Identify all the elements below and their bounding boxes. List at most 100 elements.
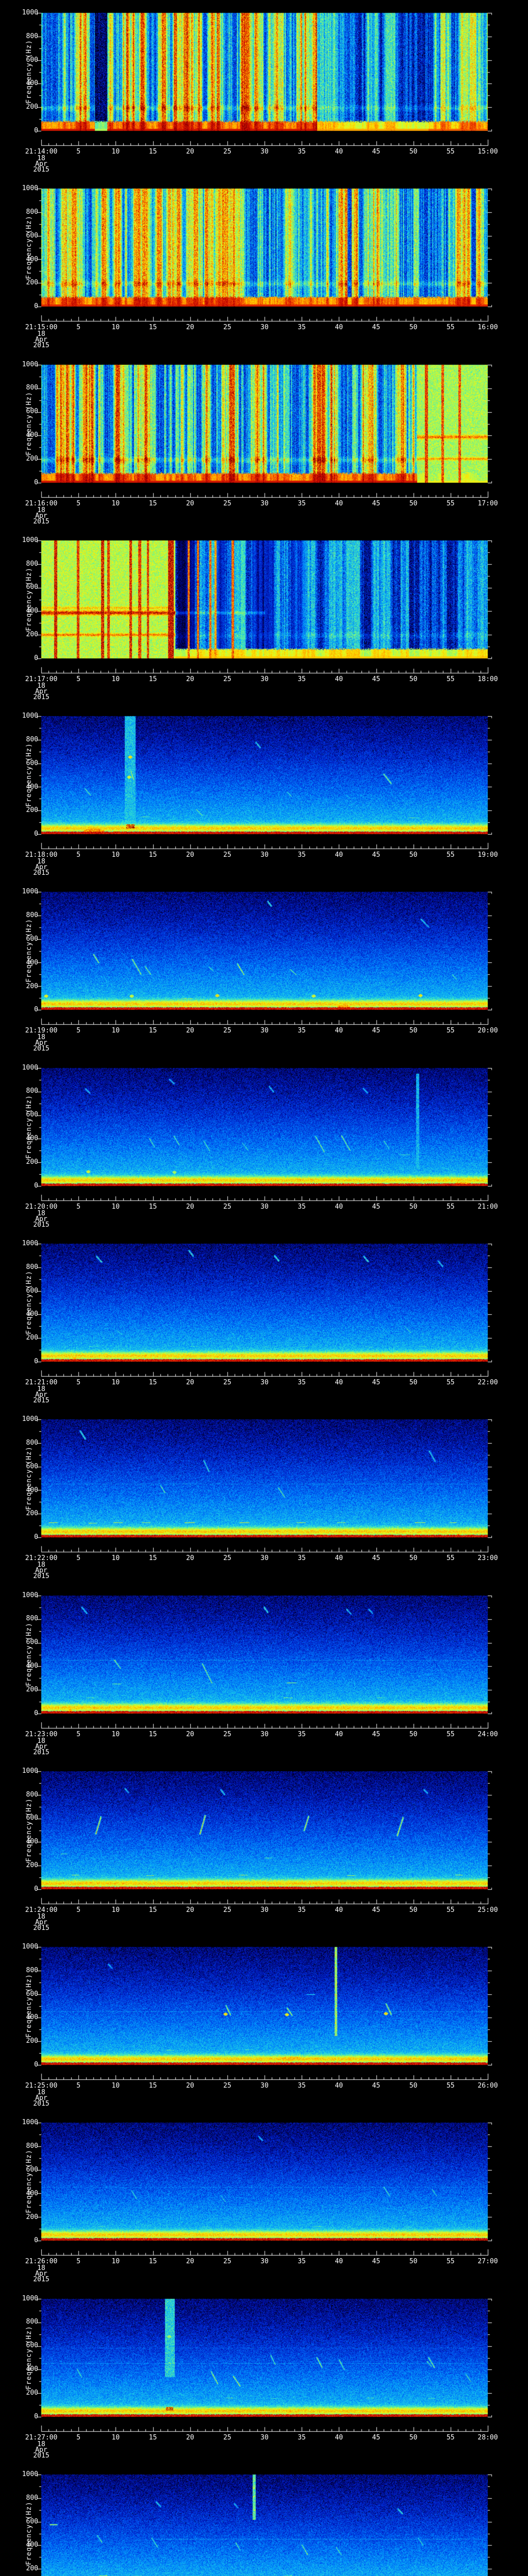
y-axis-title: Frequency (Hz) <box>25 567 33 631</box>
x-axis-end-time: 24:00 <box>477 1730 498 1738</box>
x-tick-label: 35 <box>298 675 306 683</box>
spectrogram-image <box>0 1055 528 1231</box>
x-tick-label: 10 <box>111 1906 120 1914</box>
x-tick-label: 35 <box>298 1554 306 1563</box>
date-year: 2015 <box>33 693 50 701</box>
x-tick-label: 25 <box>223 1027 232 1035</box>
x-tick-label: 25 <box>223 2082 232 2090</box>
date-day: 18 <box>37 155 45 162</box>
date-month: Apr <box>35 160 47 168</box>
x-tick-label: 15 <box>148 148 157 156</box>
spectrogram-panel: Frequency (Hz) 1000 800 600 400 200 0 5 … <box>0 1055 528 1231</box>
y-tick-label-400: 400 <box>26 2365 38 2374</box>
x-tick-label: 20 <box>186 675 194 683</box>
y-tick-label-800: 800 <box>26 735 38 743</box>
x-axis-start-time: 21:20:00 <box>25 1202 58 1211</box>
y-tick-label-1000: 1000 <box>22 360 38 368</box>
spectrogram-image <box>0 1230 528 1407</box>
spectrogram-panel: Frequency (Hz) 1000 800 600 400 200 0 5 … <box>0 527 528 704</box>
date-month: Apr <box>35 512 47 520</box>
y-tick-label-1000: 1000 <box>22 2294 38 2302</box>
y-axis-title: Frequency (Hz) <box>25 1622 33 1686</box>
y-tick-label-0: 0 <box>34 478 38 486</box>
x-axis-start-time: 21:14:00 <box>25 148 58 156</box>
y-tick-label-600: 600 <box>26 1462 38 1470</box>
y-tick-label-400: 400 <box>26 783 38 791</box>
x-tick-label: 25 <box>223 1378 232 1386</box>
date-day: 18 <box>37 2089 45 2097</box>
x-tick-label: 40 <box>335 1202 343 1211</box>
y-tick-label-0: 0 <box>34 2236 38 2245</box>
x-axis-end-time: 19:00 <box>477 851 498 859</box>
y-tick-label-400: 400 <box>26 1486 38 1494</box>
spectrogram-image <box>0 176 528 352</box>
x-tick-label: 20 <box>186 1202 194 1211</box>
spectrogram-panel: Frequency (Hz) 1000 800 600 400 200 0 5 … <box>0 176 528 352</box>
x-tick-label: 55 <box>446 1730 455 1738</box>
x-tick-label: 15 <box>148 2258 157 2266</box>
x-tick-label: 30 <box>260 1730 269 1738</box>
x-tick-label: 20 <box>186 499 194 507</box>
y-tick-label-0: 0 <box>34 1533 38 1541</box>
y-tick-label-800: 800 <box>26 1790 38 1799</box>
x-axis-start-time: 21:16:00 <box>25 499 58 507</box>
date-day: 18 <box>37 858 45 866</box>
y-tick-label-1000: 1000 <box>22 9 38 16</box>
spectrogram-panel: Frequency (Hz) 1000 800 600 400 200 0 5 … <box>0 1582 528 1759</box>
x-tick-label: 55 <box>446 2082 455 2090</box>
x-tick-label: 45 <box>372 2433 381 2442</box>
y-tick-label-400: 400 <box>26 958 38 967</box>
x-tick-label: 20 <box>186 1027 194 1035</box>
x-tick-label: 15 <box>148 1027 157 1035</box>
x-tick-label: 55 <box>446 148 455 156</box>
y-tick-label-800: 800 <box>26 208 38 216</box>
x-tick-label: 25 <box>223 148 232 156</box>
y-axis-title: Frequency (Hz) <box>25 1974 33 2038</box>
x-axis-end-time: 16:00 <box>477 324 498 332</box>
x-tick-label: 40 <box>335 1378 343 1386</box>
y-tick-label-0: 0 <box>34 1006 38 1014</box>
x-tick-label: 50 <box>409 675 418 683</box>
x-tick-label: 15 <box>148 1378 157 1386</box>
x-tick-label: 55 <box>446 675 455 683</box>
x-tick-label: 50 <box>409 324 418 332</box>
date-year: 2015 <box>33 1572 50 1581</box>
date-day: 18 <box>37 2440 45 2448</box>
spectrogram-image <box>0 0 528 176</box>
x-tick-label: 25 <box>223 2258 232 2266</box>
y-tick-label-1000: 1000 <box>22 1591 38 1599</box>
x-tick-label: 50 <box>409 2082 418 2090</box>
date-month: Apr <box>35 687 47 696</box>
x-tick-label: 5 <box>76 1378 81 1386</box>
x-tick-label: 35 <box>298 2258 306 2266</box>
y-tick-label-800: 800 <box>26 1615 38 1623</box>
date-month: Apr <box>35 1215 47 1223</box>
y-tick-label-1000: 1000 <box>22 1767 38 1775</box>
spectrogram-image <box>0 1582 528 1759</box>
spectrogram-image <box>0 703 528 880</box>
x-tick-label: 15 <box>148 2433 157 2442</box>
spectrogram-panel: Frequency (Hz) 1000 800 600 400 200 0 5 … <box>0 1406 528 1583</box>
y-tick-label-1000: 1000 <box>22 2119 38 2127</box>
x-tick-label: 55 <box>446 499 455 507</box>
x-tick-label: 20 <box>186 1906 194 1914</box>
y-tick-label-600: 600 <box>26 2165 38 2174</box>
x-tick-label: 10 <box>111 1202 120 1211</box>
x-axis-start-time: 21:26:00 <box>25 2258 58 2266</box>
x-tick-label: 45 <box>372 148 381 156</box>
x-axis-end-time: 17:00 <box>477 499 498 507</box>
y-tick-label-400: 400 <box>26 1310 38 1318</box>
x-tick-label: 55 <box>446 1027 455 1035</box>
x-tick-label: 35 <box>298 1906 306 1914</box>
x-tick-label: 45 <box>372 1906 381 1914</box>
date-day: 18 <box>37 1033 45 1042</box>
x-tick-label: 45 <box>372 1554 381 1563</box>
x-tick-label: 40 <box>335 675 343 683</box>
y-axis-title: Frequency (Hz) <box>25 391 33 455</box>
date-year: 2015 <box>33 1221 50 1229</box>
x-tick-label: 5 <box>76 2082 81 2090</box>
x-tick-label: 45 <box>372 851 381 859</box>
x-tick-label: 30 <box>260 148 269 156</box>
x-tick-label: 10 <box>111 675 120 683</box>
x-tick-label: 30 <box>260 1378 269 1386</box>
